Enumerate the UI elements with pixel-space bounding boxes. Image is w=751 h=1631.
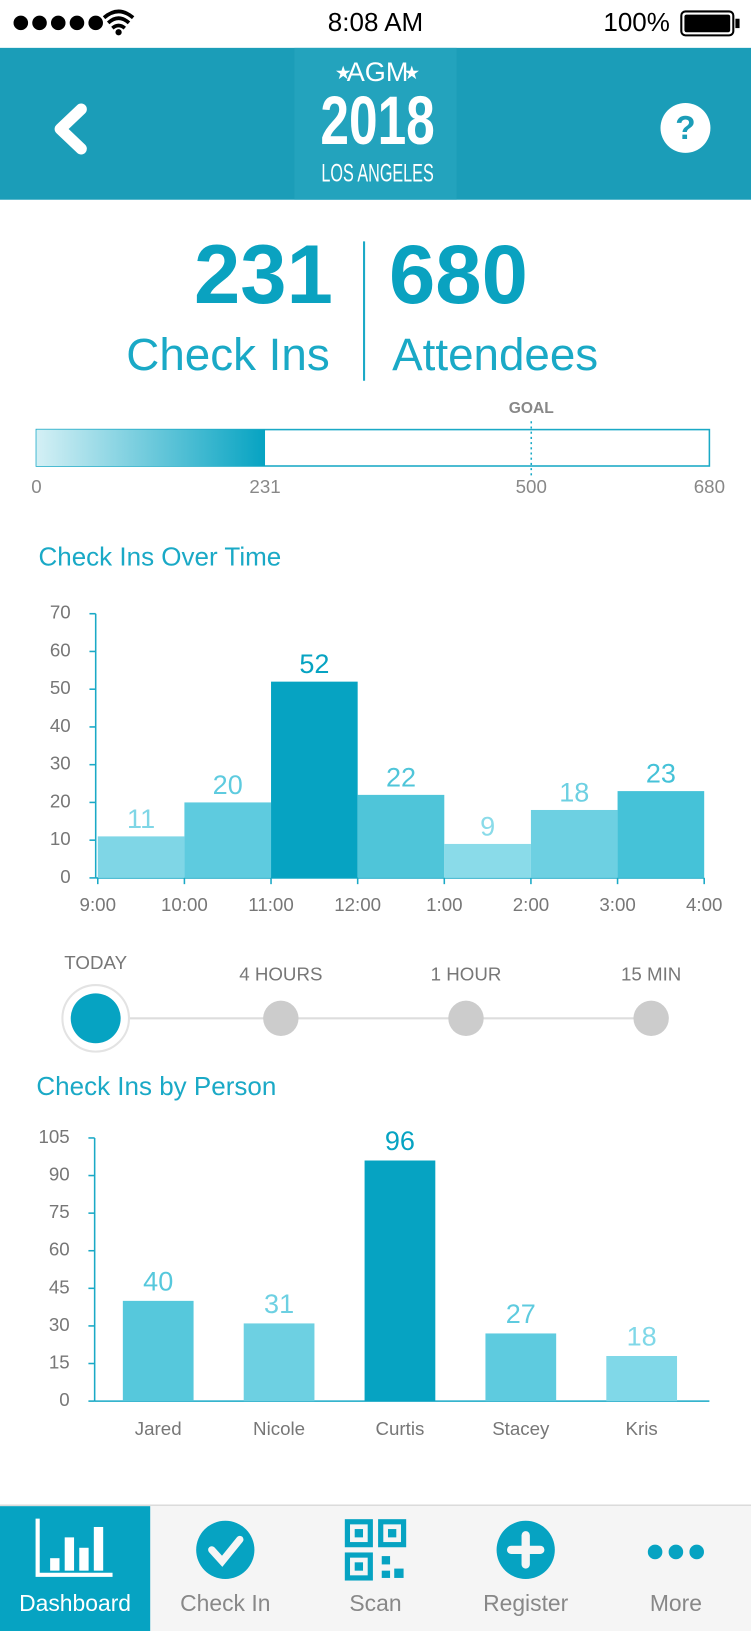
tab-icon[interactable] <box>35 1518 113 1577</box>
bar <box>243 1323 315 1402</box>
value-label: 20 <box>213 770 243 800</box>
x-tick-label: Nicole <box>253 1418 305 1439</box>
x-tick-label: 3:00 <box>599 894 635 915</box>
tab-label[interactable]: Dashboard <box>19 1590 131 1616</box>
chart-title: Check Ins by Person <box>36 1071 276 1101</box>
range-option[interactable] <box>263 1000 299 1037</box>
progress-tick-label: 231 <box>249 476 280 497</box>
range-option[interactable] <box>633 1000 669 1037</box>
goal-label: GOAL <box>509 400 555 417</box>
bar <box>97 836 185 878</box>
value-label: 11 <box>127 804 155 834</box>
value-label: 22 <box>386 762 416 792</box>
value-label: 96 <box>385 1126 415 1156</box>
event-year: 2018 <box>320 82 434 159</box>
range-option[interactable] <box>448 1000 484 1037</box>
y-tick-label: 0 <box>60 866 70 887</box>
bar <box>122 1300 194 1402</box>
bar <box>184 802 272 878</box>
y-tick-label: 15 <box>49 1351 70 1372</box>
tab-icon[interactable] <box>344 1519 407 1581</box>
svg-text:?: ? <box>675 110 695 147</box>
x-tick-label: Kris <box>626 1418 658 1439</box>
event-city: LOS ANGELES <box>321 159 433 187</box>
value-label: 18 <box>559 778 589 808</box>
y-tick-label: 40 <box>50 715 71 736</box>
tab-label[interactable]: More <box>650 1590 702 1616</box>
y-tick-label: 20 <box>50 790 71 811</box>
battery-level: 100% <box>603 7 670 37</box>
check-ins-label: Check Ins <box>126 329 329 380</box>
value-label: 9 <box>480 811 495 841</box>
y-tick-label: 30 <box>49 1314 70 1335</box>
y-tick-label: 60 <box>49 1239 70 1260</box>
range-label[interactable]: 15 MIN <box>621 964 681 985</box>
help-button[interactable]: ? <box>660 102 711 153</box>
tab-label[interactable]: Check In <box>180 1590 270 1616</box>
y-tick-label: 60 <box>50 639 71 660</box>
attendees-label: Attendees <box>392 329 598 380</box>
range-label[interactable]: 4 HOURS <box>239 964 322 985</box>
value-label: 27 <box>506 1299 536 1329</box>
bar <box>485 1333 557 1402</box>
progress-tick-label: 500 <box>516 476 547 497</box>
y-tick-label: 75 <box>49 1201 70 1222</box>
value-label: 40 <box>143 1266 173 1296</box>
logo-panel <box>294 47 457 200</box>
x-tick-label: 1:00 <box>426 894 462 915</box>
value-label: 23 <box>646 759 676 789</box>
y-tick-label: 10 <box>50 828 71 849</box>
bar <box>364 1160 436 1402</box>
bar <box>271 681 358 878</box>
y-tick-label: 90 <box>49 1163 70 1184</box>
svg-text:★: ★ <box>335 62 352 83</box>
value-label: 31 <box>264 1289 294 1319</box>
range-option[interactable] <box>70 993 121 1044</box>
progress-fill <box>36 429 266 467</box>
bar <box>357 794 445 878</box>
range-label[interactable]: 1 HOUR <box>431 964 502 985</box>
tab-label[interactable]: Register <box>483 1590 569 1616</box>
progress-tick-label: 0 <box>31 476 41 497</box>
y-tick-label: 105 <box>38 1126 69 1147</box>
x-tick-label: Jared <box>135 1418 182 1439</box>
bar <box>444 843 531 878</box>
x-tick-label: 10:00 <box>161 894 208 915</box>
tab-icon[interactable] <box>196 1520 255 1579</box>
status-bar: 8:08 AM 100% <box>13 7 740 37</box>
event-name: AGM <box>347 57 409 87</box>
y-tick-label: 50 <box>50 677 71 698</box>
y-tick-label: 30 <box>50 753 71 774</box>
value-label: 18 <box>627 1321 657 1351</box>
progress-tick-label: 680 <box>694 476 725 497</box>
bar <box>606 1356 678 1402</box>
x-tick-label: 2:00 <box>513 894 549 915</box>
y-tick-label: 45 <box>49 1276 70 1297</box>
back-button[interactable] <box>54 103 87 155</box>
attendees-count: 680 <box>389 228 528 321</box>
bar <box>530 809 618 878</box>
range-label[interactable]: TODAY <box>64 952 127 973</box>
y-tick-label: 70 <box>50 602 71 623</box>
bar <box>617 791 705 878</box>
value-label: 52 <box>299 649 329 679</box>
tab-label[interactable]: Scan <box>349 1590 401 1616</box>
x-tick-label: 4:00 <box>686 894 722 915</box>
x-tick-label: 12:00 <box>334 894 381 915</box>
x-tick-label: 11:00 <box>248 894 293 915</box>
clock: 8:08 AM <box>328 7 423 37</box>
y-tick-label: 0 <box>59 1389 69 1410</box>
x-tick-label: Stacey <box>492 1418 550 1439</box>
svg-text:★: ★ <box>404 62 421 83</box>
x-tick-label: 9:00 <box>80 894 116 915</box>
tab-icon[interactable] <box>647 1544 704 1560</box>
check-ins-count: 231 <box>194 228 333 321</box>
x-tick-label: Curtis <box>375 1418 424 1439</box>
tab-highlight <box>0 1506 151 1631</box>
tab-icon[interactable] <box>496 1520 555 1579</box>
chart-title: Check Ins Over Time <box>38 541 281 571</box>
